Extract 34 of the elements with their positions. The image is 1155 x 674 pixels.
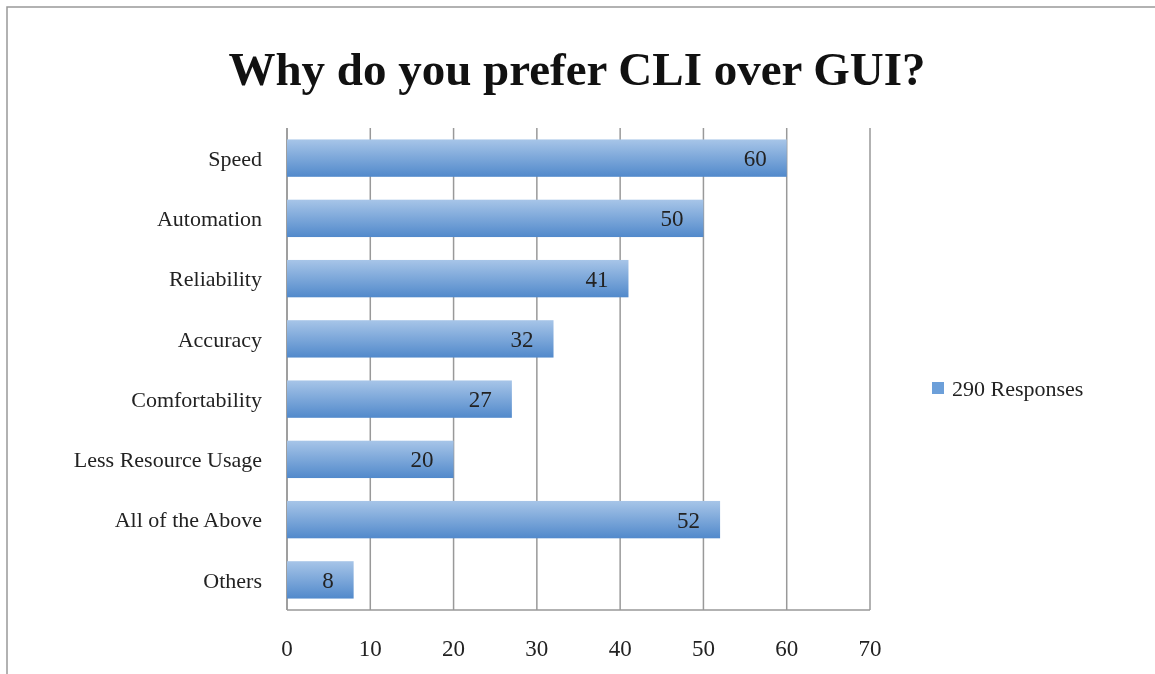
data-label: 52 <box>677 507 701 533</box>
x-tick-label: 10 <box>358 636 382 661</box>
y-tick-label: Accuracy <box>177 326 262 352</box>
bar <box>287 199 704 238</box>
x-tick-label: 0 <box>281 636 293 661</box>
data-label: 60 <box>743 146 767 172</box>
data-label: 50 <box>660 206 684 232</box>
y-tick-label: Less Resource Usage <box>73 447 262 473</box>
chart-title: Why do you prefer CLI over GUI? <box>228 43 926 95</box>
data-label: 27 <box>468 387 492 413</box>
x-tick-label: 20 <box>442 636 466 661</box>
y-tick-label: Automation <box>156 206 262 232</box>
legend-label: 290 Responses <box>952 375 1084 401</box>
bar <box>287 139 787 177</box>
bar <box>287 320 554 358</box>
bar <box>287 561 354 599</box>
x-tick-label: 40 <box>608 636 632 661</box>
bar <box>287 440 454 479</box>
y-tick-label: Others <box>203 567 262 593</box>
data-label: 41 <box>585 266 609 292</box>
bar <box>287 500 721 539</box>
x-tick-label: 50 <box>691 636 715 661</box>
y-tick-label: Reliability <box>169 266 262 292</box>
x-tick-label: 30 <box>525 636 549 661</box>
y-tick-label: All of the Above <box>114 507 262 533</box>
data-label: 8 <box>322 567 334 593</box>
x-tick-label: 70 <box>858 636 882 661</box>
data-label: 20 <box>410 447 434 473</box>
bar <box>287 259 629 298</box>
x-tick-label: 60 <box>775 636 799 661</box>
y-tick-label: Comfortability <box>131 386 262 412</box>
bar <box>287 380 512 418</box>
y-tick-label: Speed <box>208 145 262 171</box>
data-label: 32 <box>510 326 534 352</box>
